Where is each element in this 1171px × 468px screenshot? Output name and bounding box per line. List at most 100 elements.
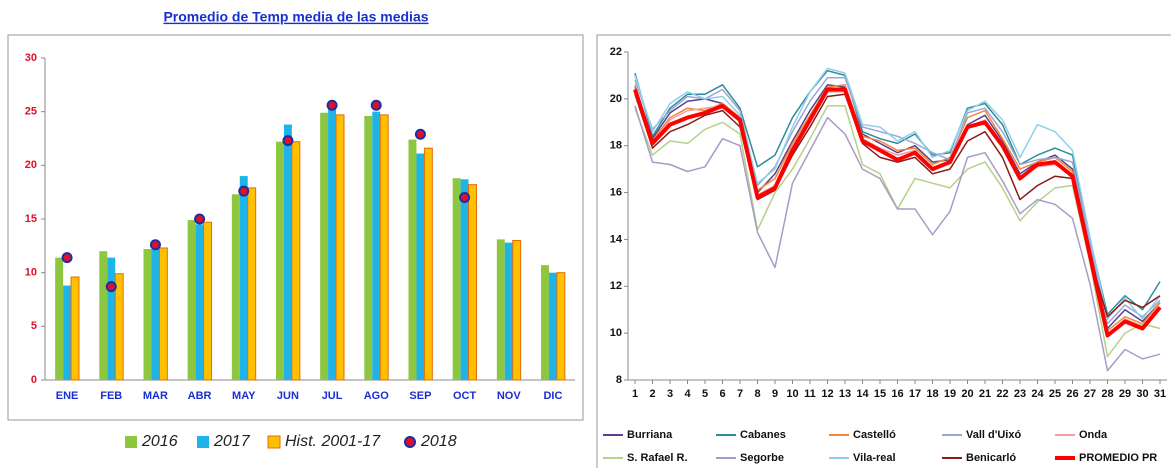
bar <box>408 139 417 380</box>
bar <box>275 141 284 380</box>
y-tick-label: 20 <box>610 93 622 105</box>
bar <box>423 147 433 381</box>
x-tick-label: AGO <box>364 390 390 402</box>
x-tick-label: 9 <box>772 388 778 400</box>
dot <box>414 128 426 140</box>
legend-marker <box>125 436 137 448</box>
y-tick-label: 30 <box>25 52 37 64</box>
dot <box>149 239 161 251</box>
bar <box>504 242 513 380</box>
x-tick-label: 29 <box>1119 388 1131 400</box>
bar <box>70 276 80 381</box>
x-tick-label: 24 <box>1031 388 1044 400</box>
bar <box>203 221 213 381</box>
x-tick-label: 15 <box>874 388 886 400</box>
legend-label: Vall d'Uixó <box>966 429 1021 441</box>
x-tick-label: JUN <box>277 390 299 402</box>
bar <box>55 257 64 380</box>
x-tick-label: ABR <box>188 390 212 402</box>
bar <box>187 220 196 380</box>
y-tick-label: 10 <box>25 267 37 279</box>
dot <box>194 213 206 225</box>
x-tick-label: 31 <box>1154 388 1166 400</box>
x-tick-label: DIC <box>543 390 562 402</box>
x-tick-label: OCT <box>453 390 477 402</box>
x-tick-label: 20 <box>961 388 973 400</box>
bar <box>320 112 329 381</box>
y-tick-label: 25 <box>25 106 37 118</box>
dot <box>326 99 338 111</box>
legend-label: Segorbe <box>740 452 784 464</box>
x-tick-label: 22 <box>996 388 1008 400</box>
bar <box>283 124 292 381</box>
x-tick-label: 1 <box>632 388 638 400</box>
x-tick-label: 4 <box>684 388 691 400</box>
dot <box>105 281 117 293</box>
legend-label: S. Rafael R. <box>627 452 688 464</box>
bar <box>143 249 152 380</box>
x-tick-label: 7 <box>737 388 743 400</box>
x-tick-label: NOV <box>497 390 522 402</box>
bar <box>99 251 108 380</box>
x-tick-label: MAY <box>232 390 256 402</box>
bar <box>151 244 160 380</box>
series-line <box>634 69 1161 316</box>
x-tick-label: 2 <box>649 388 655 400</box>
x-tick-label: SEP <box>409 390 431 402</box>
bar <box>540 265 549 380</box>
x-tick-label: 30 <box>1136 388 1148 400</box>
legend-marker <box>267 435 281 449</box>
bar <box>460 179 469 380</box>
series-line <box>634 67 1161 320</box>
bar <box>364 115 373 381</box>
series-line <box>633 87 1162 338</box>
y-tick-label: 16 <box>610 186 622 198</box>
x-tick-label: 21 <box>979 388 991 400</box>
bar <box>158 247 168 381</box>
x-tick-label: 11 <box>804 388 816 400</box>
x-tick-label: 18 <box>926 388 938 400</box>
bar <box>496 239 505 380</box>
x-tick-label: 17 <box>909 388 921 400</box>
series-line <box>634 105 1161 372</box>
x-tick-label: 6 <box>719 388 725 400</box>
legend-label: 2018 <box>420 433 457 450</box>
legend-label: Hist. 2001-17 <box>285 433 381 450</box>
legend-marker <box>197 436 209 448</box>
legend-label: Cabanes <box>740 429 786 441</box>
x-tick-label: 12 <box>821 388 833 400</box>
x-tick-label: JUL <box>322 390 343 402</box>
x-tick-label: 26 <box>1066 388 1078 400</box>
legend-label: 2017 <box>213 433 251 450</box>
x-tick-label: 3 <box>667 388 673 400</box>
x-tick-label: 19 <box>944 388 956 400</box>
bar <box>63 285 72 380</box>
legend-label: Castelló <box>853 429 896 441</box>
bar <box>247 187 257 381</box>
series-line <box>634 77 1161 325</box>
y-tick-label: 0 <box>31 374 37 386</box>
bar <box>548 272 557 380</box>
y-tick-label: 18 <box>610 140 622 152</box>
bar <box>114 273 124 381</box>
legend-label: Vila-real <box>853 452 896 464</box>
y-tick-label: 15 <box>25 213 37 225</box>
bar <box>328 106 337 381</box>
legend-label: Burriana <box>627 429 673 441</box>
x-tick-label: 25 <box>1049 388 1061 400</box>
y-tick-label: 12 <box>610 280 622 292</box>
right-frame <box>596 34 1171 468</box>
bar <box>372 111 381 381</box>
chart-title: Promedio de Temp media de las medias <box>163 9 428 25</box>
x-tick-label: 13 <box>839 388 851 400</box>
bar <box>291 141 301 381</box>
series-line <box>634 84 1161 332</box>
x-tick-label: 28 <box>1101 388 1113 400</box>
x-tick-label: FEB <box>100 390 122 402</box>
dot <box>370 99 382 111</box>
x-tick-label: 10 <box>786 388 798 400</box>
bar <box>239 176 248 380</box>
legend-marker <box>404 436 416 448</box>
